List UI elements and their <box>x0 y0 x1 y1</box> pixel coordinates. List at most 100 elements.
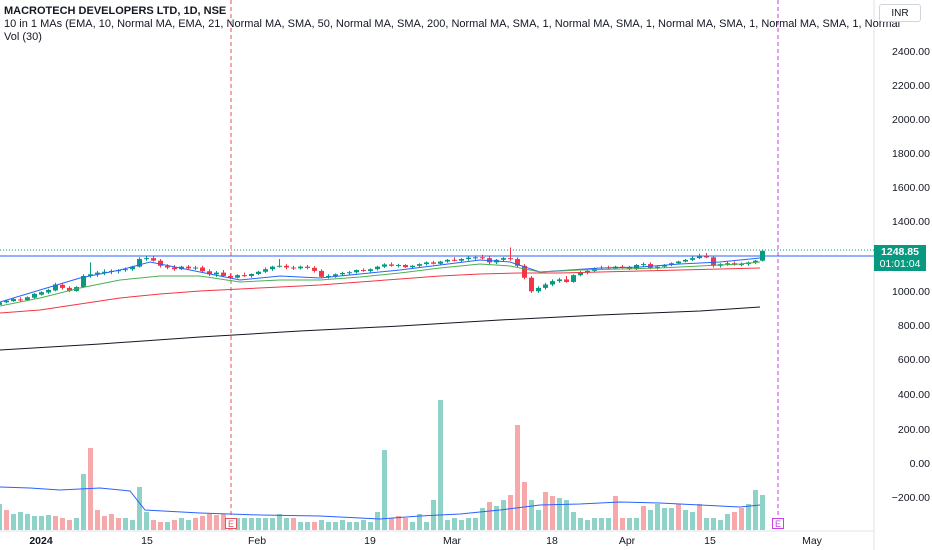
ema21-line <box>0 261 761 307</box>
currency-button[interactable]: INR <box>879 4 921 22</box>
volume-bar <box>732 512 737 530</box>
candle-body <box>564 279 569 282</box>
volume-bar <box>746 504 751 530</box>
candle-body <box>550 281 555 285</box>
candle-body <box>473 257 478 259</box>
candle-body <box>60 284 65 288</box>
candle-body <box>578 272 583 276</box>
candle-body <box>501 258 506 260</box>
volume-bar <box>53 516 58 530</box>
volume-bar <box>186 520 191 530</box>
volume-bar <box>634 518 639 530</box>
candle-body <box>193 267 198 269</box>
candle-body <box>676 261 681 264</box>
volume-bar <box>585 520 590 530</box>
candle-body <box>81 276 86 288</box>
candle-body <box>263 269 268 272</box>
volume-bar <box>39 516 44 530</box>
volume-bar <box>543 492 548 530</box>
volume-bar <box>557 498 562 530</box>
candle-body <box>753 260 758 263</box>
volume-bar <box>277 514 282 530</box>
volume-bar <box>312 522 317 530</box>
volume-bar <box>270 518 275 530</box>
volume-bar <box>130 520 135 530</box>
volume-bar <box>249 518 254 530</box>
candle-body <box>711 257 716 266</box>
candle-body <box>123 269 128 271</box>
volume-bar <box>109 514 114 530</box>
price-axis-tick: 400.00 <box>897 389 930 401</box>
candle-body <box>18 299 23 301</box>
volume-bar <box>690 512 695 530</box>
ema10-line <box>0 257 761 303</box>
volume-bar <box>522 482 527 530</box>
volume-bar <box>284 518 289 530</box>
volume-bar <box>704 518 709 530</box>
candle-body <box>305 266 310 268</box>
candle-body <box>340 272 345 275</box>
candle-body <box>662 264 667 267</box>
volume-bar <box>480 508 485 530</box>
volume-bar <box>200 516 205 530</box>
volume-bar <box>459 520 464 530</box>
candle-body <box>452 259 457 261</box>
candle-body <box>235 275 240 278</box>
price-axis-tick: 2400.00 <box>892 46 930 58</box>
candle-body <box>396 264 401 266</box>
volume-bar <box>214 515 219 530</box>
volume-bar <box>347 522 352 530</box>
volume-bar <box>11 514 16 530</box>
candle-body <box>284 265 289 268</box>
volume-bar <box>32 516 37 530</box>
ma-indicator-label[interactable]: 10 in 1 MAs (EMA, 10, Normal MA, EMA, 21… <box>4 18 901 30</box>
candle-body <box>214 272 219 275</box>
volume-bar <box>606 518 611 530</box>
volume-bar <box>515 425 520 530</box>
candle-body <box>67 287 72 291</box>
candle-body <box>522 265 527 278</box>
candle-body <box>291 267 296 269</box>
candle-body <box>417 264 422 266</box>
volume-bar <box>60 518 65 530</box>
candle-body <box>739 264 744 266</box>
volume-bar <box>46 515 51 530</box>
earnings-marker-past[interactable]: E <box>225 518 237 529</box>
time-axis-tick: 2024 <box>29 535 53 547</box>
price-axis-tick: 200.00 <box>897 424 930 436</box>
volume-bar <box>81 474 86 530</box>
volume-bar <box>613 496 618 530</box>
price-axis-tick: 2000.00 <box>892 114 930 126</box>
volume-bar <box>67 520 72 530</box>
volume-bar <box>669 508 674 530</box>
volume-bar <box>291 518 296 530</box>
volume-bar <box>396 516 401 530</box>
price-axis-tick: 0.00 <box>909 458 930 470</box>
volume-indicator-label[interactable]: Vol (30) <box>4 31 42 43</box>
candle-body <box>200 267 205 272</box>
volume-bar <box>137 487 142 530</box>
time-axis-tick: 15 <box>141 535 153 547</box>
volume-bar <box>718 520 723 530</box>
candle-body <box>298 266 303 269</box>
volume-bar <box>368 522 373 530</box>
earnings-marker-upcoming[interactable]: E <box>772 518 784 529</box>
volume-bar <box>389 518 394 530</box>
candle-body <box>165 265 170 268</box>
candle-body <box>186 266 191 269</box>
candle-body <box>333 274 338 276</box>
volume-bar <box>697 504 702 530</box>
volume-bar <box>18 512 23 530</box>
volume-bar <box>571 512 576 530</box>
volume-bar <box>88 448 93 530</box>
volume-bar <box>641 506 646 530</box>
price-axis-tick: 600.00 <box>897 354 930 366</box>
volume-bar <box>221 514 226 530</box>
candle-body <box>543 284 548 288</box>
sma200-line <box>0 306 761 351</box>
time-axis-tick: 18 <box>546 535 558 547</box>
candle-body <box>319 270 324 277</box>
candle-body <box>39 292 44 295</box>
volume-bar <box>4 510 9 530</box>
